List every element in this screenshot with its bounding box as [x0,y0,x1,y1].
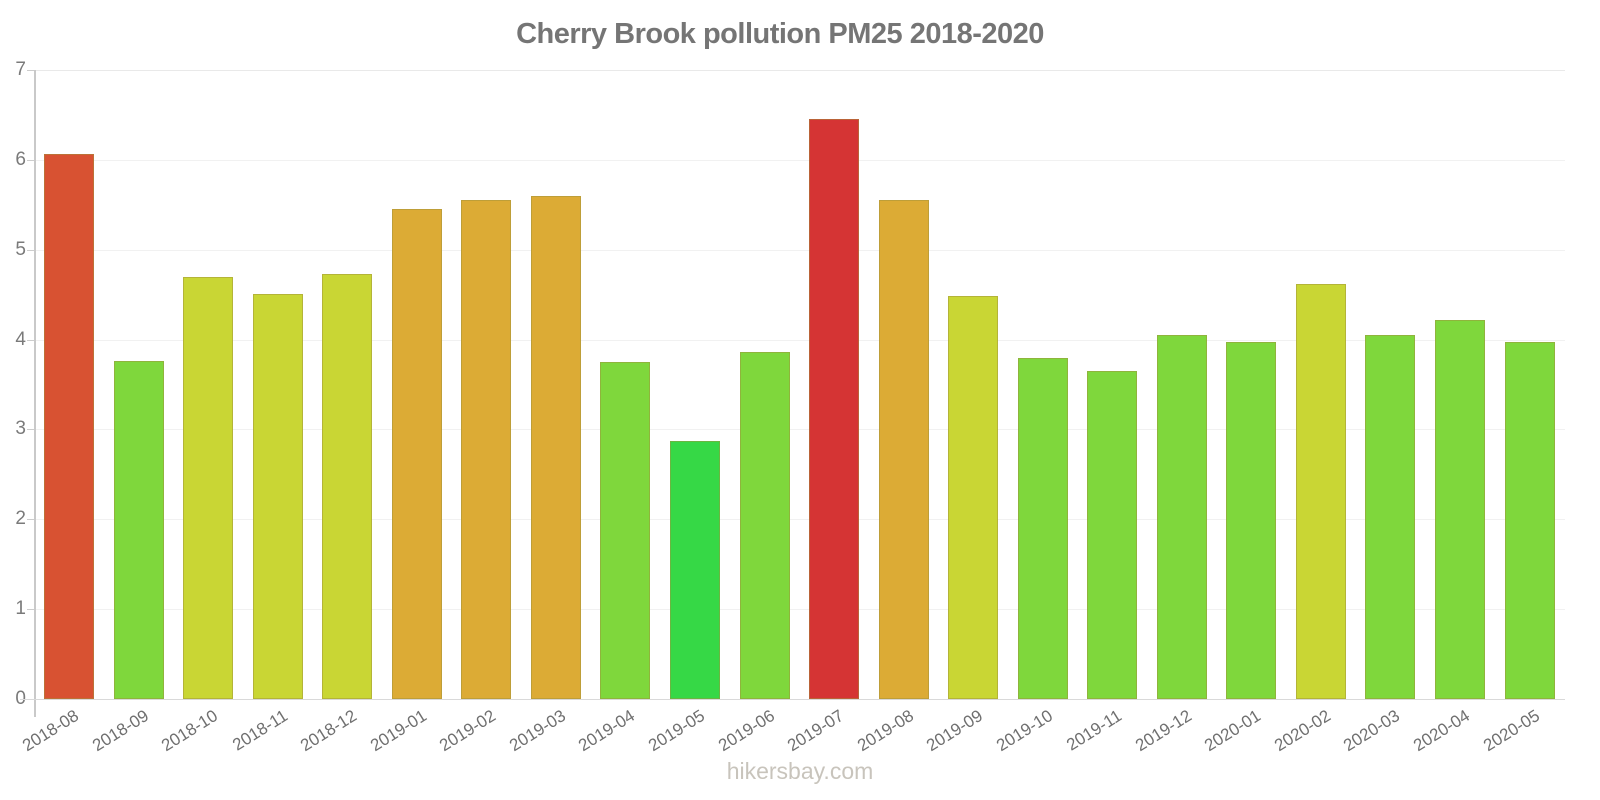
y-axis-label-3: 3 [15,418,26,440]
bar-2019-06[interactable] [739,352,790,699]
bar-2020-01[interactable] [1226,342,1277,699]
gridline-5 [35,249,1565,251]
y-tick-7 [27,70,35,71]
y-axis-line [34,70,36,717]
chart-title: Cherry Brook pollution PM25 2018-2020 [516,18,1044,50]
y-tick-2 [27,519,35,521]
bar-2018-10[interactable] [183,276,234,699]
gridline-6 [35,159,1565,161]
bar-2019-07[interactable] [809,119,860,699]
gridline-3 [35,429,1565,431]
y-tick-6 [27,159,35,161]
bar-2018-11[interactable] [252,293,303,699]
bar-2019-09[interactable] [948,295,999,699]
bar-2018-12[interactable] [322,273,373,699]
bar-2019-05[interactable] [669,441,720,699]
watermark: hikersbay.com [726,758,874,784]
bar-2020-04[interactable] [1435,319,1485,699]
gridline-7 [35,70,1565,71]
gridline-1 [35,609,1565,611]
gridline-4 [35,339,1565,341]
y-axis-label-7: 7 [15,59,26,80]
y-tick-5 [27,249,35,251]
x-axis-line [20,699,1565,700]
bar-2020-03[interactable] [1365,335,1416,699]
y-tick-3 [27,429,35,431]
bar-2019-03[interactable] [530,195,581,699]
y-tick-4 [27,339,35,341]
bar-2019-08[interactable] [878,200,929,699]
bar-2019-04[interactable] [600,362,651,699]
y-tick-1 [27,609,35,611]
y-axis-label-1: 1 [15,598,26,620]
y-axis-label-2: 2 [15,508,26,530]
bar-2019-12[interactable] [1156,335,1207,699]
y-axis-label-6: 6 [15,148,26,170]
bar-2019-10[interactable] [1017,358,1068,699]
bar-2018-09[interactable] [113,361,164,699]
bar-2019-11[interactable] [1087,371,1138,699]
bar-2019-02[interactable] [461,200,512,699]
y-axis-label-5: 5 [15,238,26,260]
bar-2018-08[interactable] [44,153,94,699]
bar-2020-05[interactable] [1504,342,1555,699]
gridline-2 [35,519,1565,521]
y-axis-label-4: 4 [15,328,26,350]
y-axis-label-0: 0 [0,689,26,709]
bar-2020-02[interactable] [1295,283,1346,699]
bar-2019-01[interactable] [391,209,442,699]
